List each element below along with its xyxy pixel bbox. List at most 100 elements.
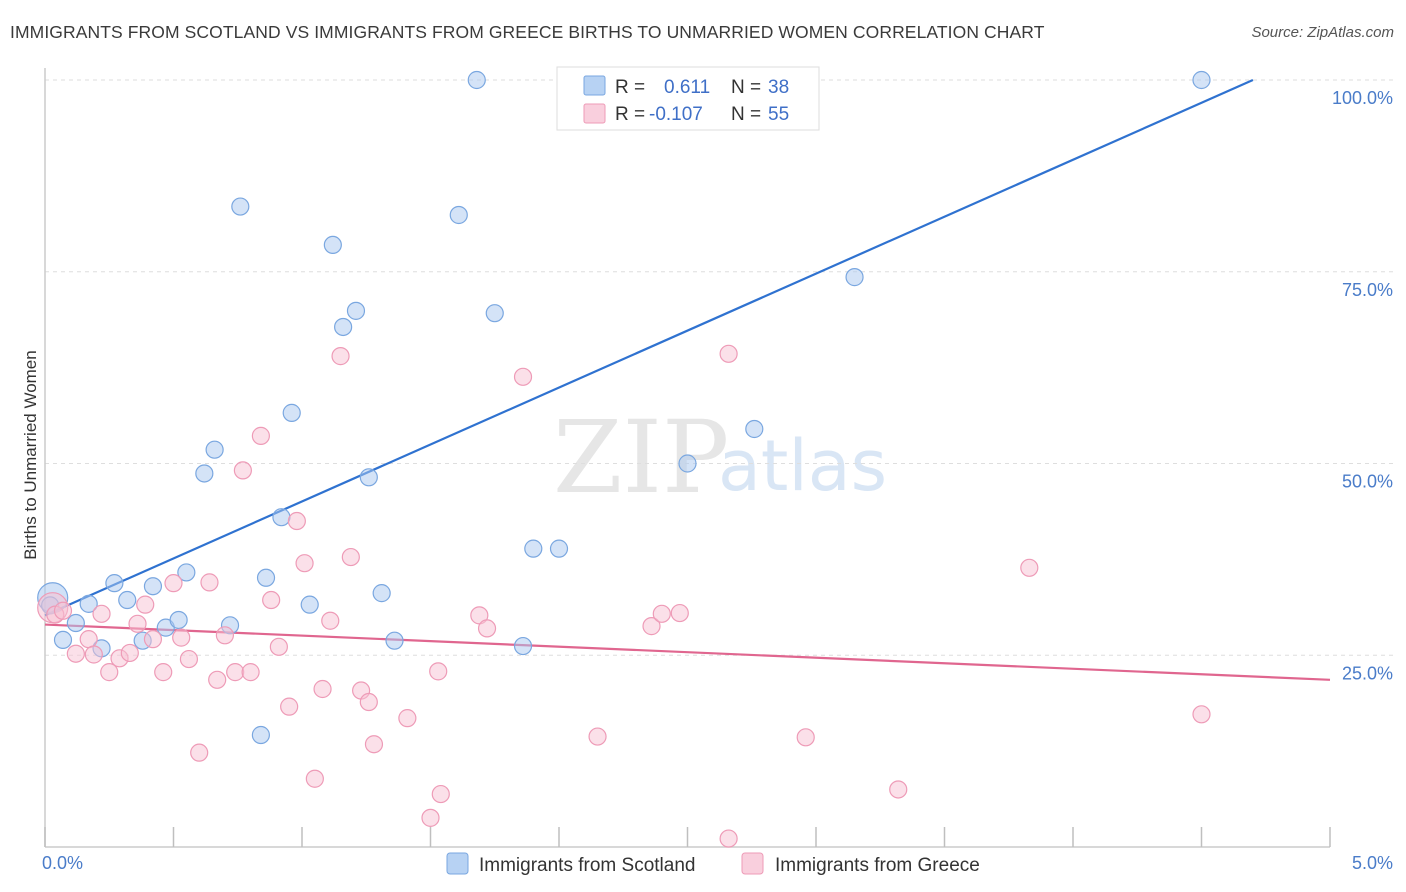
legend-swatch-greece-bottom — [741, 852, 764, 875]
scotland-point — [66, 613, 85, 633]
greece-point — [190, 743, 209, 762]
legend-n-label-2: N = — [731, 104, 761, 125]
greece-point — [53, 601, 73, 620]
scotland-point — [177, 563, 196, 582]
scotland-point — [467, 70, 486, 90]
watermark-atlas: atlas — [718, 425, 887, 507]
correlation-legend: R = 0.611 N = 38 R = -0.107 N = 55 — [556, 66, 820, 131]
y-tick-label: 75.0% — [1342, 280, 1393, 300]
greece-point — [226, 663, 245, 682]
scotland-point — [195, 464, 214, 483]
greece-point — [1192, 705, 1211, 724]
greece-point — [269, 637, 288, 656]
watermark-zip: ZIP — [553, 399, 729, 516]
scotland-point — [231, 197, 250, 216]
scotland-point — [205, 440, 224, 459]
greece-point — [280, 697, 299, 716]
greece-point — [513, 367, 533, 386]
scotland-point — [549, 539, 569, 558]
greece-point — [295, 554, 314, 573]
scotland-trend-line — [44, 78, 1254, 617]
greece-point — [66, 644, 85, 663]
greece-point — [359, 692, 378, 712]
legend-n-label-1: N = — [731, 77, 761, 98]
greece-point — [719, 829, 738, 848]
greece-point — [84, 645, 103, 664]
greece-point — [341, 547, 360, 567]
scotland-point — [745, 419, 764, 439]
scotland-point — [1192, 70, 1211, 90]
legend-n-value-1: 38 — [768, 77, 789, 98]
greece-point — [588, 727, 607, 746]
greece-point — [241, 663, 260, 682]
greece-point — [128, 614, 147, 633]
y-tick-label: 50.0% — [1342, 472, 1393, 492]
x-tick-label: 5.0% — [1352, 853, 1393, 873]
greece-point — [208, 670, 227, 689]
legend-swatch-greece — [583, 103, 606, 124]
greece-point — [100, 663, 119, 682]
scotland-point — [449, 205, 468, 225]
y-tick-label: 25.0% — [1342, 663, 1393, 683]
greece-point — [313, 679, 332, 699]
x-tick-label: 0.0% — [42, 853, 83, 873]
scotland-point — [485, 304, 504, 323]
y-axis-label: Births to Unmarried Women — [21, 350, 40, 559]
scotland-point — [385, 631, 404, 650]
greece-point — [331, 347, 350, 366]
greece-point — [164, 574, 183, 593]
scotland-point — [845, 268, 864, 287]
greece-point — [796, 728, 815, 747]
greece-point — [215, 626, 234, 645]
legend-r-label-2: R = — [615, 104, 645, 125]
scotland-point — [334, 317, 353, 337]
axes — [44, 68, 1331, 848]
greece-point — [1020, 558, 1039, 577]
greece-point — [421, 808, 440, 827]
scotland-point — [300, 595, 319, 614]
greece-point — [92, 604, 111, 623]
scotland-point — [105, 574, 124, 593]
scotland-point — [53, 630, 73, 650]
greece-point — [79, 630, 98, 649]
scotland-point — [282, 403, 301, 422]
scotland-point — [372, 584, 391, 603]
scotland-point — [359, 468, 378, 487]
greece-point — [719, 344, 738, 363]
scotland-point — [169, 610, 188, 630]
greece-point — [305, 769, 324, 788]
greece-point — [233, 461, 252, 480]
greece-point — [251, 426, 270, 445]
trend-lines — [44, 78, 1331, 681]
scotland-point — [79, 594, 98, 613]
greece-point — [429, 662, 448, 681]
legend-n-value-2: 55 — [768, 104, 789, 125]
scotland-point — [256, 568, 276, 587]
chart-title: IMMIGRANTS FROM SCOTLAND VS IMMIGRANTS F… — [10, 22, 1045, 42]
greece-point — [262, 590, 281, 610]
source-label: Source: ZipAtlas.com — [1251, 24, 1394, 41]
greece-trend-line — [44, 623, 1331, 681]
greece-point — [172, 628, 191, 647]
greece-point — [120, 643, 139, 663]
legend-swatch-scotland-bottom — [446, 852, 469, 875]
series-legend: Immigrants from Scotland Immigrants from… — [446, 852, 980, 876]
y-tick-labels: 25.0% 50.0% 75.0% 100.0% — [1332, 88, 1393, 683]
greece-point — [670, 603, 689, 623]
scotland-point — [323, 235, 342, 255]
scotland-point — [272, 508, 291, 527]
greece-point — [321, 611, 340, 630]
greece-point — [154, 663, 173, 682]
greece-point — [136, 595, 155, 614]
scotland-point — [678, 454, 697, 473]
legend-swatch-scotland — [583, 75, 606, 96]
greece-point — [364, 735, 384, 754]
greece-point — [287, 511, 306, 531]
legend-label-scotland: Immigrants from Scotland — [479, 855, 695, 876]
greece-point — [477, 619, 497, 638]
greece-point — [143, 630, 163, 649]
greece-point — [200, 573, 219, 592]
legend-r-value-1: 0.611 — [664, 77, 710, 98]
data-points — [37, 70, 1211, 848]
